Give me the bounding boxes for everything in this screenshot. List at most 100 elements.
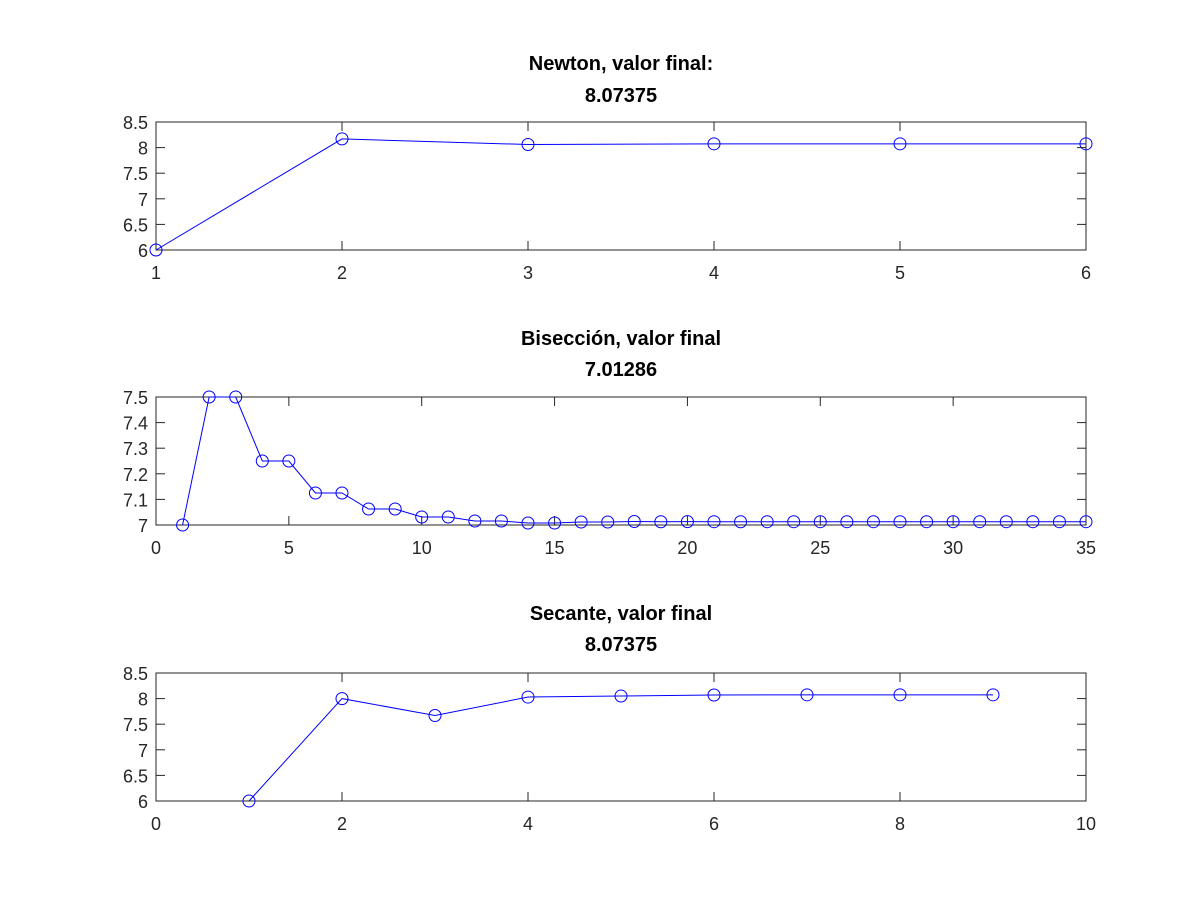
y-tick-label: 7.1	[123, 490, 148, 510]
y-tick-label: 7.2	[123, 465, 148, 485]
data-point	[255, 454, 269, 468]
chart-title: Newton, valor final:	[529, 53, 713, 75]
data-point	[1079, 515, 1093, 529]
data-point	[707, 688, 721, 702]
y-tick-label: 7.4	[123, 414, 148, 434]
data-point	[654, 515, 668, 529]
x-tick-label: 10	[1076, 814, 1096, 834]
data-point	[893, 137, 907, 151]
series-line	[155, 138, 1086, 251]
subplot-2: Bisección, valor final 7.01286 0 5 10 15 20 25 3…	[123, 328, 1096, 558]
data-point	[601, 515, 615, 529]
axes-box	[155, 121, 1087, 251]
data-point	[973, 515, 987, 529]
x-tick-label: 8	[895, 814, 905, 834]
x-tick-label: 2	[337, 814, 347, 834]
x-tick-label: 10	[412, 538, 432, 558]
data-point	[574, 515, 588, 529]
data-point	[893, 688, 907, 702]
y-tick-label: 8.5	[123, 113, 148, 133]
data-point	[428, 708, 442, 722]
data-point	[1052, 515, 1066, 529]
x-tick-label: 5	[895, 263, 905, 283]
data-point	[840, 515, 854, 529]
data-point	[388, 502, 402, 516]
y-tick-label: 7.5	[123, 164, 148, 184]
x-tick-label: 30	[943, 538, 963, 558]
data-point	[999, 515, 1013, 529]
data-point	[335, 486, 349, 500]
data-point	[920, 515, 934, 529]
data-point	[202, 390, 216, 404]
data-point	[800, 688, 814, 702]
x-tick-label: 2	[337, 263, 347, 283]
data-point	[229, 390, 243, 404]
data-point	[1026, 515, 1040, 529]
axes-box	[155, 672, 1087, 802]
data-point	[866, 515, 880, 529]
data-point	[707, 515, 721, 529]
y-tick-label: 6.5	[123, 215, 148, 235]
data-point	[893, 515, 907, 529]
data-point	[521, 138, 535, 152]
data-point	[335, 132, 349, 146]
data-point	[242, 794, 256, 808]
data-point	[335, 692, 349, 706]
data-point	[521, 516, 535, 530]
data-point	[494, 514, 508, 528]
y-tick-label: 7.5	[123, 715, 148, 735]
chart-subtitle: 8.07375	[585, 634, 657, 656]
y-tick-label: 8	[138, 690, 148, 710]
chart-title: Secante, valor final	[530, 603, 712, 625]
y-tick-label: 7	[138, 741, 148, 761]
x-tick-label: 0	[151, 538, 161, 558]
x-tick-label: 5	[284, 538, 294, 558]
data-point	[441, 510, 455, 524]
x-tick-label: 0	[151, 814, 161, 834]
y-tick-label: 7.5	[123, 388, 148, 408]
data-point	[1079, 137, 1093, 151]
series-line	[248, 694, 993, 802]
data-point	[282, 454, 296, 468]
chart-title: Bisección, valor final	[521, 328, 721, 350]
data-point	[415, 510, 429, 524]
data-point	[627, 514, 641, 528]
x-tick-label: 20	[677, 538, 697, 558]
y-tick-label: 7.3	[123, 439, 148, 459]
data-point	[308, 486, 322, 500]
x-tick-label: 6	[709, 814, 719, 834]
data-point	[734, 515, 748, 529]
subplot-3: Secante, valor final 8.07375 0 2 4 6 8 10 6 6.5 7 7…	[123, 603, 1096, 834]
data-point	[707, 137, 721, 151]
subplot-1: Newton, valor final: 8.07375 1 2 3 4 5 6 6 6.5 7 7.…	[123, 53, 1093, 283]
x-tick-label: 4	[523, 814, 533, 834]
y-tick-label: 6.5	[123, 766, 148, 786]
data-point	[614, 689, 628, 703]
chart-subtitle: 8.07375	[585, 85, 657, 107]
x-tick-label: 4	[709, 263, 719, 283]
y-tick-label: 6	[138, 241, 148, 261]
data-point	[468, 514, 482, 528]
data-point	[946, 515, 960, 529]
x-tick-label: 35	[1076, 538, 1096, 558]
y-tick-label: 7	[138, 516, 148, 536]
x-tick-label: 15	[545, 538, 565, 558]
data-point	[362, 502, 376, 516]
x-tick-label: 6	[1081, 263, 1091, 283]
data-point	[760, 515, 774, 529]
x-tick-label: 3	[523, 263, 533, 283]
data-point	[521, 690, 535, 704]
x-tick-label: 1	[151, 263, 161, 283]
y-tick-label: 8	[138, 139, 148, 159]
y-tick-label: 8.5	[123, 664, 148, 684]
data-point	[176, 518, 190, 532]
x-tick-label: 25	[810, 538, 830, 558]
data-point	[548, 516, 562, 530]
data-point	[986, 688, 1000, 702]
y-tick-label: 6	[138, 792, 148, 812]
data-point	[813, 515, 827, 529]
data-point	[680, 515, 694, 529]
chart-subtitle: 7.01286	[585, 359, 657, 381]
y-tick-label: 7	[138, 190, 148, 210]
